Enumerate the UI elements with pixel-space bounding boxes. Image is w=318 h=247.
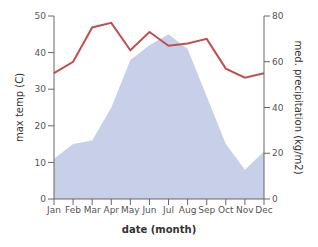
svg-text:80: 80 bbox=[272, 11, 284, 21]
svg-text:Sep: Sep bbox=[198, 205, 215, 215]
svg-text:60: 60 bbox=[272, 57, 284, 67]
svg-text:Nov: Nov bbox=[236, 205, 254, 215]
svg-text:Jun: Jun bbox=[141, 205, 156, 215]
svg-text:Oct: Oct bbox=[218, 205, 234, 215]
svg-text:max temp (C): max temp (C) bbox=[14, 73, 25, 142]
svg-text:Apr: Apr bbox=[103, 205, 119, 215]
svg-text:40: 40 bbox=[35, 48, 47, 58]
svg-text:20: 20 bbox=[272, 148, 284, 158]
svg-text:date (month): date (month) bbox=[122, 224, 196, 235]
svg-text:Feb: Feb bbox=[65, 205, 81, 215]
svg-text:May: May bbox=[121, 205, 140, 215]
svg-text:Aug: Aug bbox=[179, 205, 197, 215]
svg-text:0: 0 bbox=[272, 194, 278, 204]
svg-text:Mar: Mar bbox=[84, 205, 101, 215]
svg-text:50: 50 bbox=[35, 11, 47, 21]
svg-text:30: 30 bbox=[35, 84, 47, 94]
svg-text:med. precipitation (kg/m2): med. precipitation (kg/m2) bbox=[293, 40, 304, 174]
svg-text:20: 20 bbox=[35, 121, 47, 131]
svg-text:0: 0 bbox=[40, 194, 46, 204]
svg-text:Jan: Jan bbox=[46, 205, 61, 215]
svg-text:40: 40 bbox=[272, 103, 284, 113]
svg-text:10: 10 bbox=[35, 158, 47, 168]
svg-text:Dec: Dec bbox=[255, 205, 272, 215]
svg-text:Jul: Jul bbox=[162, 205, 174, 215]
